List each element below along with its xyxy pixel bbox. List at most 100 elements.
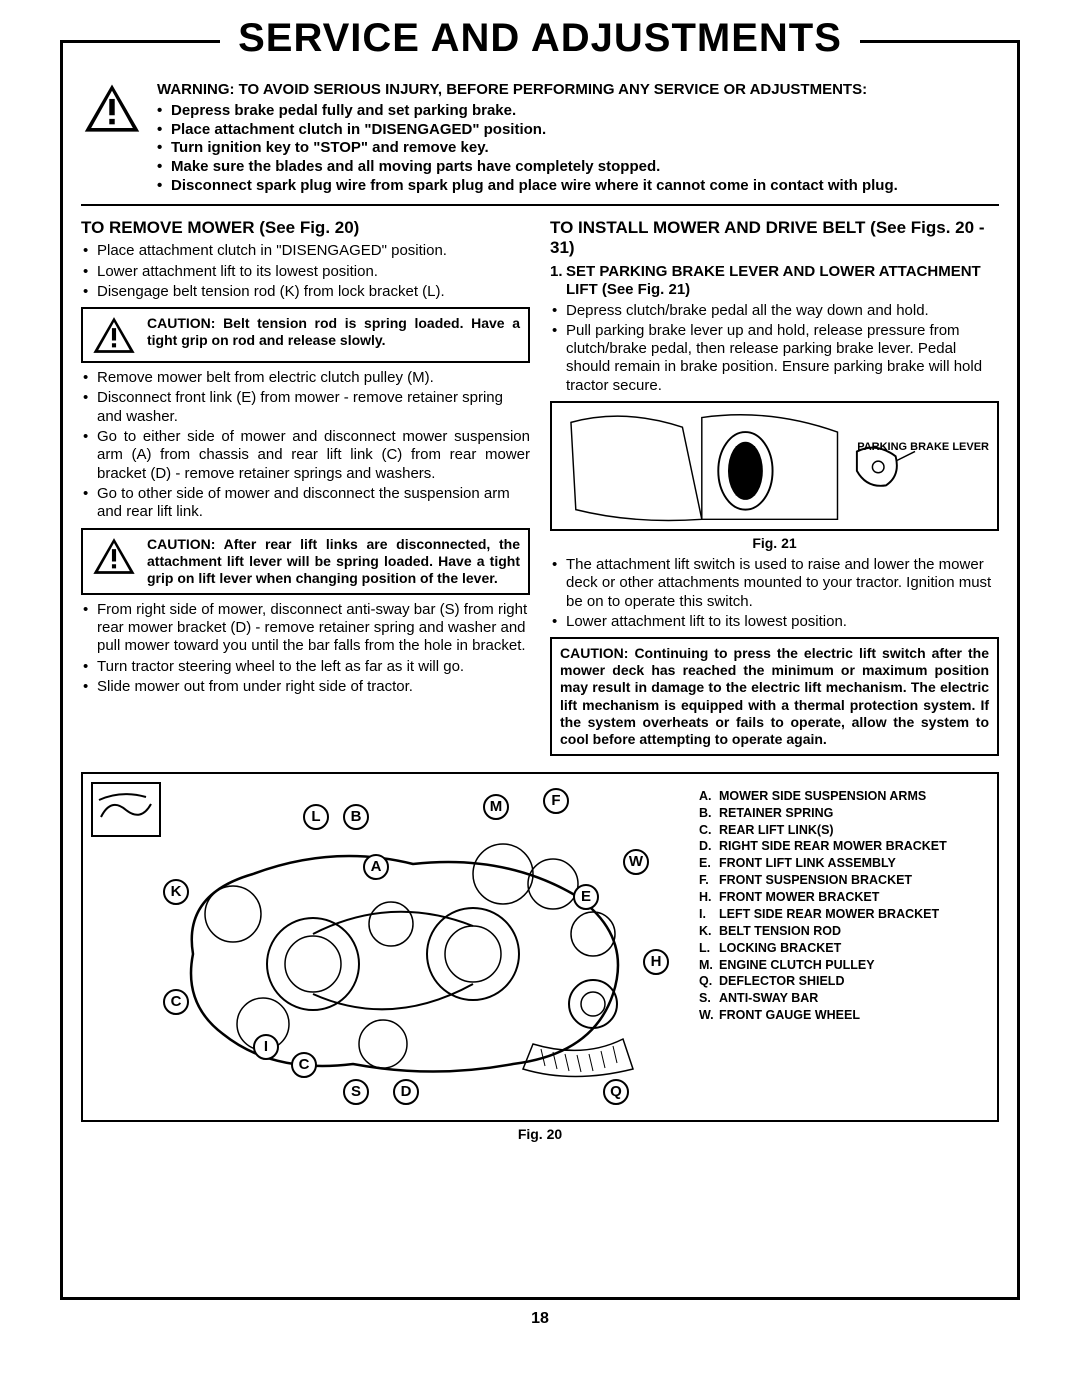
legend-key: B.: [699, 805, 712, 822]
callout-k: K: [163, 879, 189, 905]
warning-heading: WARNING: TO AVOID SERIOUS INJURY, BEFORE…: [157, 81, 993, 100]
list-item: Turn tractor steering wheel to the left …: [81, 658, 530, 676]
legend-item: W.FRONT GAUGE WHEEL: [699, 1007, 987, 1024]
fig-21-illustration: [552, 403, 997, 529]
retainer-spring-inset-icon: [91, 782, 161, 837]
parking-brake-label: PARKING BRAKE LEVER: [857, 441, 989, 453]
callout-w: W: [623, 849, 649, 875]
legend-key: S.: [699, 990, 711, 1007]
legend-item: L. LOCKING BRACKET: [699, 940, 987, 957]
legend-key: K.: [699, 923, 712, 940]
legend-item: H. FRONT MOWER BRACKET: [699, 889, 987, 906]
warning-text: WARNING: TO AVOID SERIOUS INJURY, BEFORE…: [157, 81, 993, 196]
page-number: 18: [60, 1310, 1020, 1328]
columns: TO REMOVE MOWER (See Fig. 20) Place atta…: [81, 214, 999, 762]
legend-key: E.: [699, 855, 711, 872]
callout-d: D: [393, 1079, 419, 1105]
legend-text: ENGINE CLUTCH PULLEY: [719, 958, 875, 972]
legend-key: F.: [699, 872, 709, 889]
legend-item: D. RIGHT SIDE REAR MOWER BRACKET: [699, 838, 987, 855]
callout-b: B: [343, 804, 369, 830]
legend-text: MOWER SIDE SUSPENSION ARMS: [719, 789, 926, 803]
legend-text: FRONT MOWER BRACKET: [719, 890, 879, 904]
legend-key: M.: [699, 957, 713, 974]
fig-20-box: LBMFAWKEHCICSDQ A.MOWER SIDE SUSPENSION …: [81, 772, 999, 1122]
legend-item: Q.DEFLECTOR SHIELD: [699, 973, 987, 990]
caution-text: CAUTION: After rear lift links are disco…: [147, 536, 520, 587]
right-column: TO INSTALL MOWER AND DRIVE BELT (See Fig…: [550, 214, 999, 762]
fig-20-legend: A. MOWER SIDE SUSPENSION ARMS B. RETAINER S…: [683, 774, 997, 1120]
remove-list-3: From right side of mower, disconnect ant…: [81, 601, 530, 696]
legend-text: ANTI-SWAY BAR: [719, 991, 818, 1005]
install-list-1: Depress clutch/brake pedal all the way d…: [550, 302, 999, 395]
warning-item: Place attachment clutch in "DISENGAGED" …: [157, 121, 993, 140]
remove-list-2: Remove mower belt from electric clutch p…: [81, 369, 530, 521]
list-item: Disengage belt tension rod (K) from lock…: [81, 283, 530, 301]
callout-l: L: [303, 804, 329, 830]
legend-item: B. RETAINER SPRING: [699, 805, 987, 822]
legend-text: REAR LIFT LINK(S): [719, 823, 834, 837]
caution-box-2: CAUTION: After rear lift links are disco…: [81, 528, 530, 595]
warning-item: Make sure the blades and all moving part…: [157, 158, 993, 177]
legend-text: FRONT LIFT LINK ASSEMBLY: [719, 856, 896, 870]
legend-key: A.: [699, 788, 712, 805]
step-text: SET PARKING BRAKE LEVER AND LOWER ATTACH…: [566, 263, 981, 298]
fig-20-caption: Fig. 20: [81, 1126, 999, 1142]
callout-q: Q: [603, 1079, 629, 1105]
legend-key: C.: [699, 822, 712, 839]
caution-text: CAUTION: Belt tension rod is spring load…: [147, 315, 520, 355]
callout-e: E: [573, 884, 599, 910]
legend-item: E. FRONT LIFT LINK ASSEMBLY: [699, 855, 987, 872]
legend-item: K.BELT TENSION ROD: [699, 923, 987, 940]
left-column: TO REMOVE MOWER (See Fig. 20) Place atta…: [81, 214, 530, 762]
callout-a: A: [363, 854, 389, 880]
list-item: From right side of mower, disconnect ant…: [81, 601, 530, 656]
legend-item: A. MOWER SIDE SUSPENSION ARMS: [699, 788, 987, 805]
legend-text: FRONT SUSPENSION BRACKET: [719, 873, 912, 887]
legend-item: C. REAR LIFT LINK(S): [699, 822, 987, 839]
list-item: Depress clutch/brake pedal all the way d…: [550, 302, 999, 320]
page-frame: SERVICE AND ADJUSTMENTS WARNING: TO AVOI…: [60, 40, 1020, 1300]
warning-item: Turn ignition key to "STOP" and remove k…: [157, 139, 993, 158]
remove-mower-heading: TO REMOVE MOWER (See Fig. 20): [81, 218, 530, 239]
warning-block: WARNING: TO AVOID SERIOUS INJURY, BEFORE…: [81, 73, 999, 206]
legend-key: L.: [699, 940, 710, 957]
list-item: Go to other side of mower and disconnect…: [81, 485, 530, 522]
install-mower-heading: TO INSTALL MOWER AND DRIVE BELT (See Fig…: [550, 218, 999, 259]
legend-text: RETAINER SPRING: [719, 806, 833, 820]
fig-21-caption: Fig. 21: [550, 535, 999, 552]
install-list-2: The attachment lift switch is used to ra…: [550, 556, 999, 631]
warning-item: Depress brake pedal fully and set parkin…: [157, 102, 993, 121]
warning-item: Disconnect spark plug wire from spark pl…: [157, 177, 993, 196]
list-item: Lower attachment lift to its lowest posi…: [550, 613, 999, 631]
caution-triangle-icon: [91, 536, 137, 576]
list-item: Remove mower belt from electric clutch p…: [81, 369, 530, 387]
legend-key: W.: [699, 1007, 714, 1024]
legend-text: LOCKING BRACKET: [719, 941, 841, 955]
list-item: Slide mower out from under right side of…: [81, 678, 530, 696]
callout-m: M: [483, 794, 509, 820]
warning-triangle-icon: [81, 81, 143, 135]
legend-key: I.: [699, 906, 706, 923]
legend-key: H.: [699, 889, 712, 906]
caution-triangle-icon: [91, 315, 137, 355]
legend-text: LEFT SIDE REAR MOWER BRACKET: [719, 907, 939, 921]
remove-list-1: Place attachment clutch in "DISENGAGED" …: [81, 242, 530, 301]
caution-box-1: CAUTION: Belt tension rod is spring load…: [81, 307, 530, 363]
callout-i: I: [253, 1034, 279, 1060]
mower-deck-icon: [153, 834, 653, 1084]
legend-item: F. FRONT SUSPENSION BRACKET: [699, 872, 987, 889]
list-item: Lower attachment lift to its lowest posi…: [81, 263, 530, 281]
list-item: Place attachment clutch in "DISENGAGED" …: [81, 242, 530, 260]
fig-20-diagram: LBMFAWKEHCICSDQ: [83, 774, 683, 1120]
list-item: Go to either side of mower and disconnec…: [81, 428, 530, 483]
legend-key: D.: [699, 838, 712, 855]
callout-c: C: [163, 989, 189, 1015]
legend-text: RIGHT SIDE REAR MOWER BRACKET: [719, 839, 947, 853]
callout-f: F: [543, 788, 569, 814]
page-title: SERVICE AND ADJUSTMENTS: [220, 16, 860, 61]
list-item: Disconnect front link (E) from mower - r…: [81, 389, 530, 426]
warning-list: Depress brake pedal fully and set parkin…: [157, 102, 993, 196]
callout-c: C: [291, 1052, 317, 1078]
callout-h: H: [643, 949, 669, 975]
